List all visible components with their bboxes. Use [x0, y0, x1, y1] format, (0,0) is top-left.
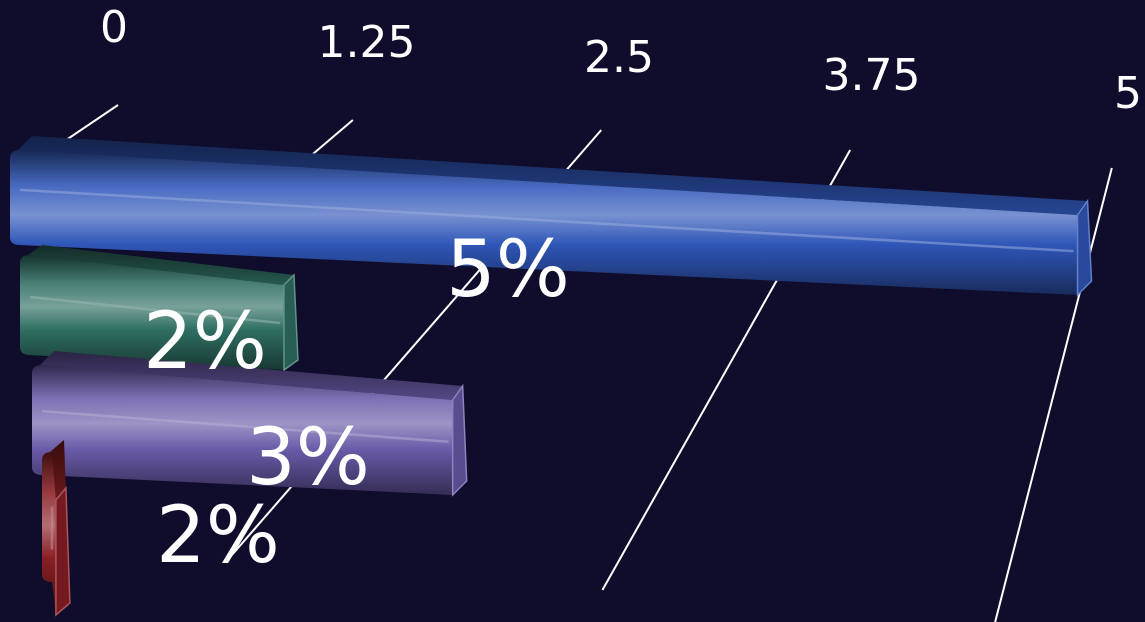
- bar-highlight: [29, 295, 281, 325]
- bar: [32, 365, 453, 495]
- tick-label: 0: [100, 2, 128, 53]
- bar-highlight: [19, 188, 1074, 253]
- bar-top-face: [18, 136, 1088, 215]
- gridline: [994, 167, 1113, 622]
- tick-label: 3.75: [823, 50, 921, 101]
- gridline: [305, 119, 354, 161]
- bar-end-cap: [55, 486, 71, 617]
- data-label: 2%: [156, 491, 280, 581]
- data-label: 3%: [246, 413, 370, 503]
- bar: [20, 255, 284, 370]
- tick-label: 1.25: [318, 17, 416, 68]
- bar-top-face: [40, 351, 463, 400]
- bar-end-cap: [451, 383, 468, 497]
- bar-highlight: [41, 409, 449, 444]
- bar: [42, 452, 56, 615]
- bar-end-cap: [1076, 198, 1093, 297]
- tick-label: 5: [1114, 68, 1142, 119]
- bar-labels: 5%2%3%2%: [143, 225, 570, 581]
- bar: [10, 150, 1078, 295]
- bar-top-face: [50, 440, 66, 500]
- bar-top-face: [28, 245, 294, 285]
- tick-labels: 0 1.25 2.5 3.75 5: [100, 2, 1142, 119]
- bar-end-cap: [283, 273, 299, 372]
- tick-label: 2.5: [584, 32, 654, 83]
- bars: [10, 136, 1093, 617]
- data-label: 2%: [143, 297, 267, 387]
- data-label: 5%: [446, 225, 570, 315]
